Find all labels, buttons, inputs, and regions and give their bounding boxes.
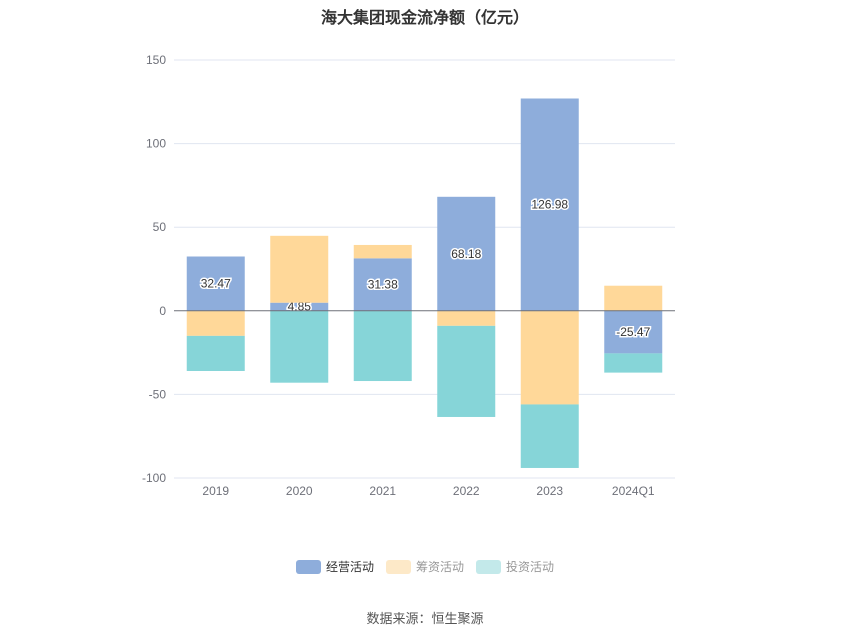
bar-筹资活动: [270, 235, 329, 303]
legend-label: 筹资活动: [415, 560, 464, 574]
bar-投资活动: [353, 310, 412, 382]
bar-筹资活动: [604, 285, 663, 311]
legend-item[interactable]: 筹资活动: [385, 558, 464, 575]
data-label: 31.38: [368, 278, 398, 292]
data-label: 68.18: [451, 247, 481, 261]
x-tick-label: 2024Q1: [612, 484, 655, 498]
bar-经营活动: [437, 196, 496, 311]
data-label: 32.47: [201, 277, 231, 291]
legend-swatch: [476, 559, 501, 574]
legend-label: 投资活动: [506, 560, 555, 574]
bar-筹资活动: [353, 244, 412, 259]
bar-chart: -100-50050100150201932.4720204.85202131.…: [142, 53, 675, 498]
bar-经营活动: [520, 98, 579, 311]
bar-投资活动: [186, 335, 245, 371]
y-tick-label: 50: [153, 220, 167, 234]
data-label: 126.98: [531, 198, 568, 212]
y-tick-label: 100: [146, 137, 166, 151]
bar-投资活动: [520, 404, 579, 468]
legend-swatch: [385, 559, 411, 574]
legend-item[interactable]: 经营活动: [295, 558, 374, 575]
legend-swatch: [295, 559, 321, 574]
y-tick-label: -100: [142, 471, 166, 485]
data-source: 数据来源：恒生聚源: [366, 611, 484, 626]
x-tick-label: 2023: [536, 484, 563, 498]
bar-筹资活动: [520, 310, 579, 405]
data-label: -25.47: [616, 325, 650, 339]
legend-label: 经营活动: [325, 560, 374, 574]
bar-经营活动: [270, 302, 329, 311]
bar-经营活动: [604, 310, 663, 354]
bar-投资活动: [604, 353, 663, 373]
bar-经营活动: [186, 256, 245, 311]
y-tick-label: -50: [149, 387, 167, 401]
x-tick-label: 2021: [369, 484, 396, 498]
chart-title: 海大集团现金流净额（亿元）: [320, 10, 529, 27]
bar-投资活动: [270, 310, 329, 383]
bar-经营活动: [353, 258, 412, 311]
bar-筹资活动: [437, 310, 496, 326]
legend-item[interactable]: 投资活动: [476, 558, 554, 575]
bar-投资活动: [437, 325, 496, 417]
legend: 经营活动 筹资活动 投资活动: [0, 558, 850, 575]
x-tick-label: 2020: [286, 484, 313, 498]
x-tick-label: 2022: [453, 484, 480, 498]
bar-筹资活动: [186, 310, 245, 336]
y-tick-label: 0: [159, 304, 166, 318]
x-tick-label: 2019: [202, 484, 229, 498]
y-tick-label: 150: [146, 53, 166, 67]
